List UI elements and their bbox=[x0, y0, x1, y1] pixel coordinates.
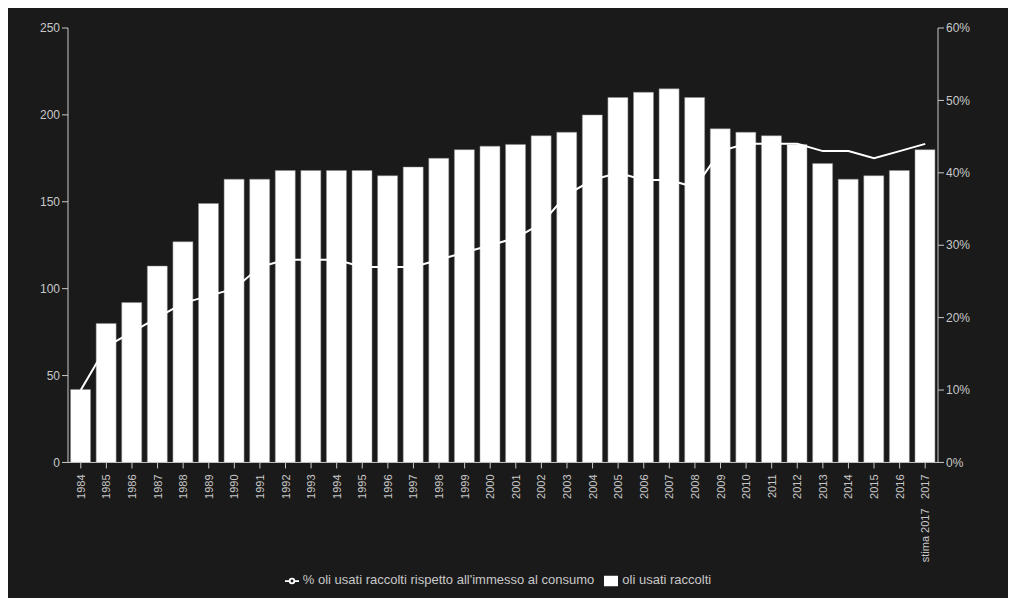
svg-text:2005: 2005 bbox=[612, 474, 624, 498]
svg-text:2014: 2014 bbox=[842, 474, 854, 498]
svg-text:2017: 2017 bbox=[919, 474, 931, 498]
svg-text:1991: 1991 bbox=[254, 474, 266, 498]
svg-text:1989: 1989 bbox=[203, 474, 215, 498]
svg-text:2011: 2011 bbox=[766, 474, 778, 498]
svg-text:2001: 2001 bbox=[510, 474, 522, 498]
svg-text:60%: 60% bbox=[946, 21, 970, 35]
svg-text:2013: 2013 bbox=[817, 474, 829, 498]
svg-text:1987: 1987 bbox=[152, 474, 164, 498]
html-text:% oli usati raccolti rispetto: % oli usati raccolti rispetto all'immess… bbox=[302, 572, 595, 588]
html-text:oli usati raccolti: oli usati raccolti bbox=[622, 572, 712, 588]
svg-text:20%: 20% bbox=[946, 311, 970, 325]
svg-text:50: 50 bbox=[47, 369, 61, 383]
svg-text:0: 0 bbox=[53, 456, 60, 470]
svg-text:100: 100 bbox=[40, 282, 60, 296]
svg-text:0%: 0% bbox=[946, 456, 964, 470]
svg-text:1988: 1988 bbox=[177, 474, 189, 498]
svg-text:150: 150 bbox=[40, 195, 60, 209]
svg-text:1992: 1992 bbox=[280, 474, 292, 498]
svg-text:1986: 1986 bbox=[126, 474, 138, 498]
svg-text:30%: 30% bbox=[946, 238, 970, 252]
svg-text:1985: 1985 bbox=[100, 474, 112, 498]
svg-text:2002: 2002 bbox=[535, 474, 547, 498]
svg-text:2010: 2010 bbox=[740, 474, 752, 498]
svg-text:250: 250 bbox=[40, 21, 60, 35]
svg-text:10%: 10% bbox=[946, 383, 970, 397]
svg-text:1995: 1995 bbox=[356, 474, 368, 498]
svg-text:40%: 40% bbox=[946, 166, 970, 180]
svg-text:50%: 50% bbox=[946, 94, 970, 108]
svg-text:1994: 1994 bbox=[331, 474, 343, 498]
svg-text:2006: 2006 bbox=[638, 474, 650, 498]
svg-text:2000: 2000 bbox=[484, 474, 496, 498]
svg-text:2009: 2009 bbox=[715, 474, 727, 498]
svg-text:1984: 1984 bbox=[75, 474, 87, 498]
svg-text:2008: 2008 bbox=[689, 474, 701, 498]
svg-text:1996: 1996 bbox=[382, 474, 394, 498]
svg-text:2012: 2012 bbox=[791, 474, 803, 498]
svg-text:2007: 2007 bbox=[663, 474, 675, 498]
svg-text:200: 200 bbox=[40, 108, 60, 122]
svg-text:2003: 2003 bbox=[561, 474, 573, 498]
svg-text:2015: 2015 bbox=[868, 474, 880, 498]
svg-text:1998: 1998 bbox=[433, 474, 445, 498]
svg-text:1997: 1997 bbox=[407, 474, 419, 498]
svg-text:1990: 1990 bbox=[228, 474, 240, 498]
svg-text:1993: 1993 bbox=[305, 474, 317, 498]
svg-text:2004: 2004 bbox=[587, 474, 599, 498]
svg-text:stima 2017: stima 2017 bbox=[919, 508, 931, 562]
svg-text:2016: 2016 bbox=[894, 474, 906, 498]
svg-text:1999: 1999 bbox=[459, 474, 471, 498]
